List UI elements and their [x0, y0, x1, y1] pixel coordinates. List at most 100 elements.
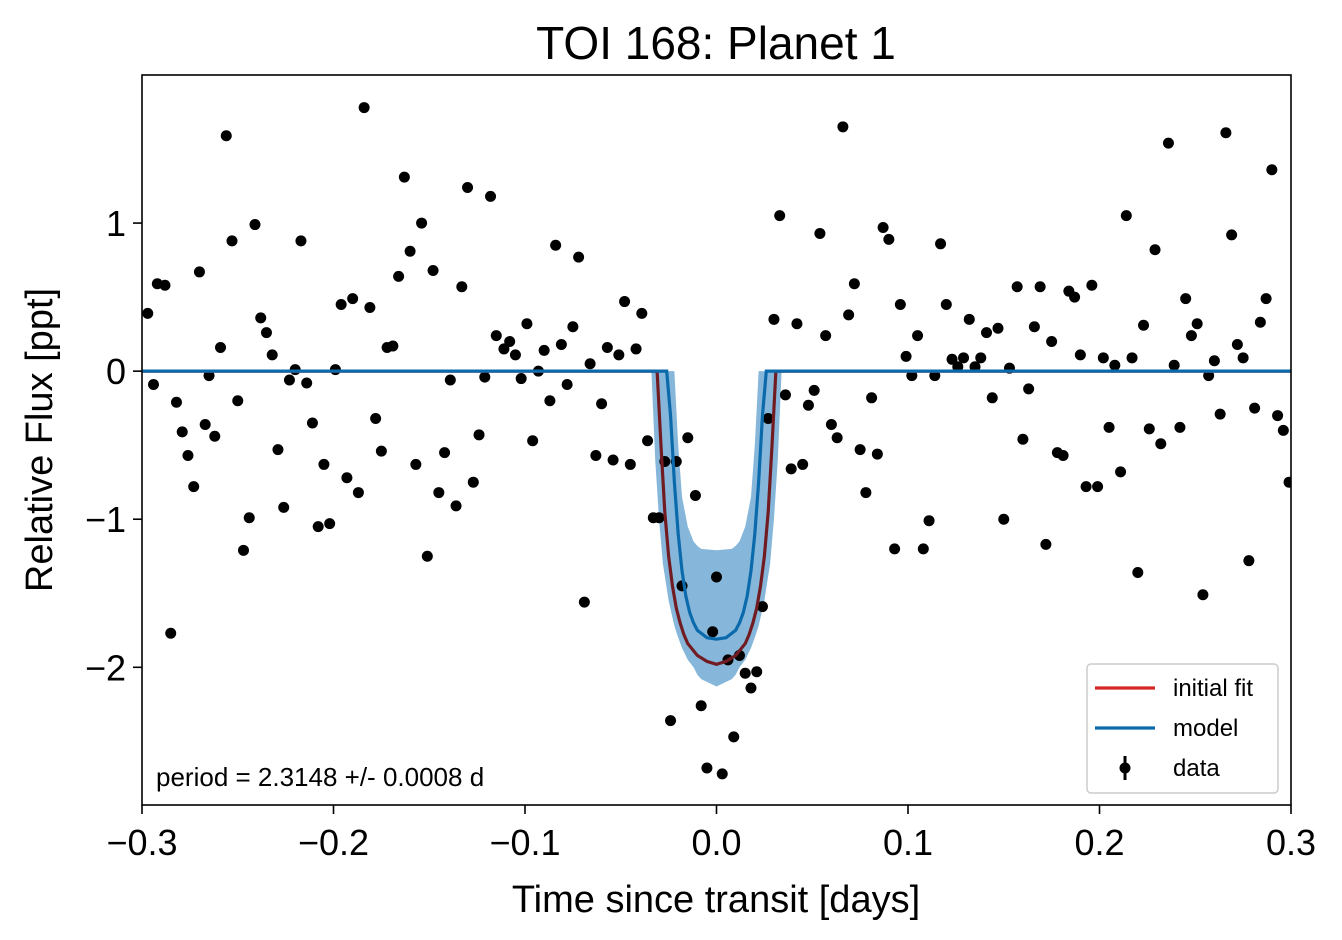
data-point: [820, 330, 832, 342]
data-point: [745, 682, 757, 694]
data-point: [421, 550, 433, 562]
data-point: [1069, 291, 1081, 303]
data-point: [283, 374, 295, 386]
data-point: [894, 299, 906, 311]
data-point: [335, 299, 347, 311]
data-point: [584, 358, 596, 370]
data-point: [624, 458, 636, 470]
data-point: [1180, 293, 1192, 305]
data-point: [1086, 279, 1098, 291]
data-point: [1168, 359, 1180, 371]
data-point: [1174, 421, 1186, 433]
data-point: [802, 399, 814, 411]
data-point: [1149, 244, 1161, 256]
data-point: [1226, 229, 1238, 241]
data-point: [1249, 402, 1261, 414]
data-point: [188, 481, 200, 493]
data-point: [1023, 383, 1035, 395]
legend-label: model: [1173, 715, 1238, 742]
data-point: [318, 458, 330, 470]
data-point: [975, 352, 987, 364]
data-point: [498, 343, 510, 355]
data-point: [193, 266, 205, 278]
data-point: [226, 235, 238, 247]
data-point: [352, 487, 364, 499]
data-point: [347, 293, 359, 305]
data-point: [142, 307, 154, 319]
legend: initial fit model data: [1086, 663, 1279, 794]
data-point: [596, 398, 608, 410]
data-point: [630, 343, 642, 355]
data-point: [791, 318, 803, 330]
data-point: [515, 373, 527, 385]
data-point: [1040, 538, 1052, 550]
data-point: [1017, 433, 1029, 445]
data-point: [1103, 421, 1115, 433]
data-point: [1046, 336, 1058, 348]
data-point: [900, 350, 912, 362]
data-point: [1115, 466, 1127, 478]
data-point: [689, 490, 701, 502]
data-point: [573, 251, 585, 263]
legend-label: initial fit: [1173, 675, 1253, 702]
data-point: [1254, 316, 1266, 328]
data-point: [981, 327, 993, 339]
data-point: [364, 301, 376, 313]
data-point: [306, 417, 318, 429]
data-point: [825, 418, 837, 430]
data-point: [404, 245, 416, 257]
plot-area: [142, 102, 1291, 780]
data-point: [1126, 352, 1138, 364]
data-point: [165, 627, 177, 639]
y-axis-label: Relative Flux [ppt]: [19, 288, 61, 592]
data-point: [946, 353, 958, 365]
data-point: [935, 238, 947, 250]
data-point: [1143, 423, 1155, 435]
data-point: [393, 270, 405, 282]
data-point: [272, 444, 284, 456]
data-point: [1109, 359, 1121, 371]
data-point: [473, 429, 485, 441]
data-point: [462, 182, 474, 194]
data-point: [479, 371, 491, 383]
data-point: [295, 235, 307, 247]
data-point: [358, 102, 370, 114]
data-point: [716, 768, 728, 780]
data-point: [1214, 408, 1226, 420]
data-point: [341, 472, 353, 484]
data-point: [1120, 210, 1132, 222]
data-point: [952, 361, 964, 373]
data-point: [555, 338, 567, 350]
data-point: [215, 341, 227, 353]
data-point: [860, 487, 872, 499]
data-point: [1011, 281, 1023, 293]
data-point: [998, 513, 1010, 525]
data-point: [682, 432, 694, 444]
annotation: period = 2.3148 +/- 0.0008 d: [156, 762, 484, 792]
data-point: [619, 296, 631, 308]
data-point: [636, 307, 648, 319]
data-point: [607, 454, 619, 466]
data-point: [963, 313, 975, 325]
data-point: [1231, 338, 1243, 350]
data-point: [1220, 127, 1232, 139]
data-point: [1080, 481, 1092, 493]
data-point: [642, 435, 654, 447]
data-point: [1057, 450, 1069, 462]
data-point: [567, 321, 579, 333]
data-point: [255, 312, 267, 324]
data-point: [439, 447, 451, 459]
data-point: [220, 130, 232, 142]
data-point: [433, 487, 445, 499]
data-point: [375, 445, 387, 457]
data-point: [814, 227, 826, 239]
data-point: [544, 395, 556, 407]
data-point: [387, 340, 399, 352]
data-point: [1208, 355, 1220, 367]
data-point: [456, 281, 468, 293]
data-point: [249, 219, 261, 231]
data-point: [1272, 410, 1284, 422]
data-point: [521, 318, 533, 330]
data-point: [147, 378, 159, 390]
